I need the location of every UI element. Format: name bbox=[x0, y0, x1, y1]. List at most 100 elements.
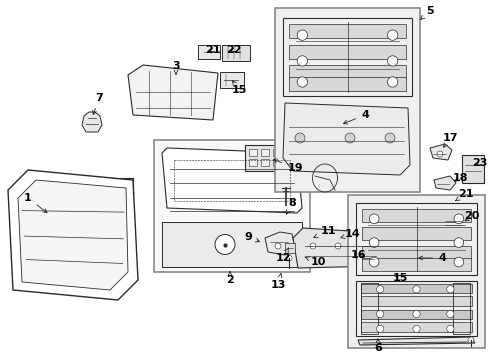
Bar bbox=[361, 322, 472, 332]
Text: 9: 9 bbox=[244, 232, 260, 242]
Text: 18: 18 bbox=[452, 173, 468, 183]
Text: 4: 4 bbox=[419, 253, 446, 263]
Circle shape bbox=[369, 214, 379, 224]
Bar bbox=[222, 45, 250, 61]
Circle shape bbox=[468, 337, 474, 343]
Polygon shape bbox=[430, 144, 452, 160]
Bar bbox=[462, 155, 484, 183]
Bar bbox=[348, 195, 485, 348]
Text: 22: 22 bbox=[226, 45, 242, 55]
Polygon shape bbox=[8, 170, 138, 300]
Bar bbox=[261, 149, 269, 156]
Text: 16: 16 bbox=[350, 250, 366, 260]
Bar bbox=[356, 203, 477, 275]
Bar bbox=[361, 284, 472, 293]
Polygon shape bbox=[265, 232, 295, 255]
Circle shape bbox=[275, 243, 281, 249]
Circle shape bbox=[369, 238, 379, 247]
Circle shape bbox=[388, 77, 398, 87]
Polygon shape bbox=[434, 176, 456, 190]
Bar bbox=[220, 72, 244, 88]
Circle shape bbox=[447, 325, 454, 333]
Bar bbox=[285, 243, 295, 253]
Circle shape bbox=[297, 77, 308, 87]
Text: 20: 20 bbox=[465, 211, 480, 221]
Text: 7: 7 bbox=[93, 93, 103, 114]
Circle shape bbox=[447, 310, 454, 318]
Polygon shape bbox=[283, 103, 410, 175]
Bar bbox=[249, 159, 257, 166]
Circle shape bbox=[447, 285, 454, 293]
Bar bbox=[162, 222, 302, 267]
Circle shape bbox=[215, 234, 235, 255]
Bar bbox=[283, 18, 412, 96]
Text: 2: 2 bbox=[226, 272, 234, 285]
Bar bbox=[445, 196, 463, 206]
Circle shape bbox=[388, 56, 398, 66]
Circle shape bbox=[360, 243, 366, 249]
Text: 14: 14 bbox=[341, 229, 360, 239]
Polygon shape bbox=[128, 65, 218, 120]
Circle shape bbox=[369, 257, 379, 267]
Bar bbox=[356, 281, 477, 336]
Text: 23: 23 bbox=[472, 158, 488, 168]
Circle shape bbox=[454, 238, 464, 247]
Circle shape bbox=[413, 325, 420, 333]
Text: 4: 4 bbox=[343, 110, 369, 124]
Bar bbox=[362, 228, 471, 240]
Bar bbox=[290, 65, 406, 79]
Circle shape bbox=[297, 56, 308, 66]
Circle shape bbox=[377, 325, 384, 333]
Circle shape bbox=[413, 310, 420, 318]
Text: 12: 12 bbox=[275, 248, 291, 263]
Polygon shape bbox=[162, 148, 302, 213]
Bar bbox=[245, 145, 285, 171]
Bar bbox=[290, 77, 406, 91]
Polygon shape bbox=[358, 337, 475, 345]
Bar bbox=[290, 45, 406, 59]
Circle shape bbox=[335, 243, 341, 249]
Bar bbox=[154, 140, 310, 272]
Bar bbox=[358, 252, 380, 266]
Circle shape bbox=[297, 30, 308, 40]
Circle shape bbox=[454, 257, 464, 267]
Text: 19: 19 bbox=[273, 159, 303, 173]
Bar bbox=[361, 310, 472, 319]
Bar bbox=[362, 209, 471, 222]
Circle shape bbox=[385, 133, 395, 143]
Polygon shape bbox=[293, 228, 386, 268]
Circle shape bbox=[377, 310, 384, 318]
Bar bbox=[261, 159, 269, 166]
Bar bbox=[273, 159, 281, 166]
Text: 15: 15 bbox=[392, 273, 408, 283]
Circle shape bbox=[437, 151, 443, 157]
Circle shape bbox=[454, 214, 464, 224]
Text: 8: 8 bbox=[287, 198, 296, 214]
Text: 10: 10 bbox=[305, 257, 326, 267]
Text: 3: 3 bbox=[172, 61, 180, 74]
Bar bbox=[361, 283, 378, 334]
Bar bbox=[361, 296, 472, 306]
Text: 15: 15 bbox=[231, 81, 246, 95]
Circle shape bbox=[310, 243, 316, 249]
Text: 21: 21 bbox=[455, 189, 474, 201]
Polygon shape bbox=[82, 112, 102, 132]
Circle shape bbox=[388, 30, 398, 40]
Text: 6: 6 bbox=[374, 339, 382, 353]
Bar bbox=[249, 149, 257, 156]
Bar bbox=[453, 283, 470, 334]
Text: 13: 13 bbox=[270, 274, 286, 290]
Bar bbox=[380, 270, 398, 282]
Text: 21: 21 bbox=[205, 45, 221, 55]
Text: 1: 1 bbox=[24, 193, 47, 213]
Bar bbox=[440, 213, 468, 233]
Circle shape bbox=[295, 133, 305, 143]
Text: 5: 5 bbox=[421, 6, 434, 19]
Bar bbox=[198, 45, 220, 59]
Bar bbox=[362, 258, 471, 271]
Bar bbox=[273, 149, 281, 156]
Text: 17: 17 bbox=[442, 133, 458, 147]
Polygon shape bbox=[18, 180, 128, 290]
Text: 11: 11 bbox=[314, 226, 336, 238]
Bar bbox=[290, 24, 406, 38]
